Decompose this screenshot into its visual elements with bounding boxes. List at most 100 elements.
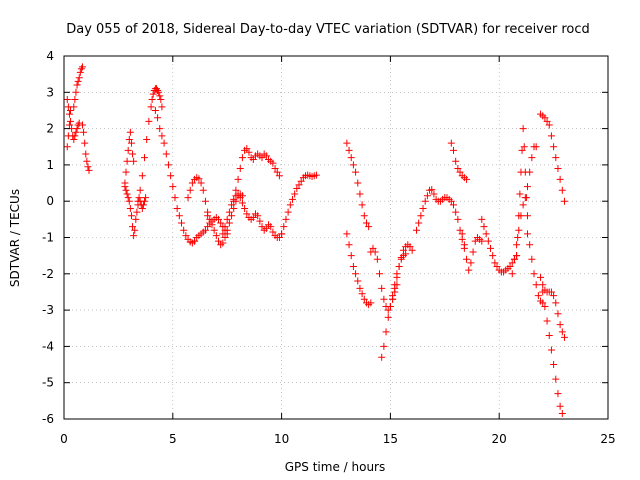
data-point: [556, 402, 564, 410]
data-point: [354, 277, 362, 285]
x-tick-label: 15: [383, 432, 398, 446]
data-point: [212, 232, 220, 240]
data-point: [269, 159, 277, 167]
series-arc21: [413, 186, 468, 249]
data-point: [127, 212, 135, 220]
data-points-layer: [63, 63, 568, 418]
data-point: [184, 194, 192, 202]
data-point: [547, 288, 555, 296]
data-point: [556, 321, 564, 329]
data-point: [406, 243, 414, 251]
data-point: [75, 119, 83, 127]
y-tick-label: -2: [42, 267, 54, 281]
data-point: [125, 197, 133, 205]
data-point: [452, 208, 460, 216]
data-point: [256, 217, 264, 225]
data-point: [65, 121, 73, 129]
data-point: [124, 194, 132, 202]
data-point: [395, 263, 403, 271]
data-point: [201, 197, 209, 205]
data-point: [508, 270, 516, 278]
data-point: [428, 186, 436, 194]
data-point: [204, 212, 212, 220]
data-point: [219, 230, 227, 238]
data-point: [478, 215, 486, 223]
data-point: [191, 237, 199, 245]
data-point: [450, 201, 458, 209]
y-tick-label: -1: [42, 231, 54, 245]
data-point: [293, 184, 301, 192]
data-point: [76, 68, 84, 76]
data-point: [349, 161, 357, 169]
data-point: [356, 284, 364, 292]
data-point: [228, 201, 236, 209]
y-tick-label: 1: [46, 158, 54, 172]
data-point: [258, 223, 266, 231]
series-arc08: [136, 194, 150, 212]
data-point: [397, 255, 405, 263]
data-point: [491, 259, 499, 267]
data-point: [345, 146, 353, 154]
data-point: [188, 179, 196, 187]
series-arc23: [458, 230, 486, 274]
data-point: [523, 212, 531, 220]
data-point: [121, 183, 129, 191]
data-point: [408, 246, 416, 254]
data-point: [186, 186, 194, 194]
data-point: [199, 186, 207, 194]
data-point: [160, 139, 168, 147]
data-point: [371, 248, 379, 256]
data-point: [129, 223, 137, 231]
data-point: [127, 139, 135, 147]
data-point: [156, 125, 164, 133]
data-point: [133, 208, 141, 216]
data-point: [147, 103, 155, 111]
data-point: [149, 90, 157, 98]
data-point: [221, 234, 229, 241]
data-point: [515, 226, 523, 234]
data-point: [123, 190, 131, 198]
data-point: [452, 157, 460, 165]
series-arc20: [386, 250, 410, 310]
chart-title: Day 055 of 2018, Sidereal Day-to-day VTE…: [66, 22, 590, 37]
data-point: [463, 255, 471, 263]
y-tick-label: -6: [42, 412, 54, 426]
data-point: [454, 215, 462, 223]
data-point: [219, 239, 227, 247]
data-point: [469, 248, 477, 256]
data-point: [167, 172, 175, 180]
data-point: [236, 194, 244, 202]
data-point: [523, 230, 531, 238]
data-point: [243, 210, 251, 218]
data-point: [162, 150, 170, 158]
data-point: [419, 204, 427, 212]
data-point: [547, 132, 555, 140]
data-point: [126, 128, 134, 136]
data-point: [560, 333, 568, 341]
data-point: [484, 237, 492, 245]
data-point: [132, 215, 140, 223]
data-point: [343, 230, 351, 238]
data-point: [297, 177, 305, 185]
series-arc06: [121, 183, 143, 240]
data-point: [530, 270, 538, 278]
data-point: [241, 204, 249, 212]
data-point: [343, 139, 351, 147]
data-point: [541, 114, 549, 122]
data-point: [74, 77, 82, 85]
data-point: [384, 306, 392, 314]
data-point: [78, 121, 86, 129]
data-point: [206, 215, 214, 223]
data-point: [83, 157, 91, 165]
data-point: [482, 230, 490, 238]
data-point: [151, 106, 159, 114]
data-point: [234, 175, 242, 183]
data-point: [124, 146, 132, 154]
data-point: [267, 223, 275, 231]
data-point: [450, 146, 458, 154]
data-point: [82, 150, 90, 158]
series-arc16: [343, 139, 373, 231]
data-point: [456, 168, 464, 176]
data-point: [358, 290, 366, 298]
data-point: [135, 194, 143, 202]
